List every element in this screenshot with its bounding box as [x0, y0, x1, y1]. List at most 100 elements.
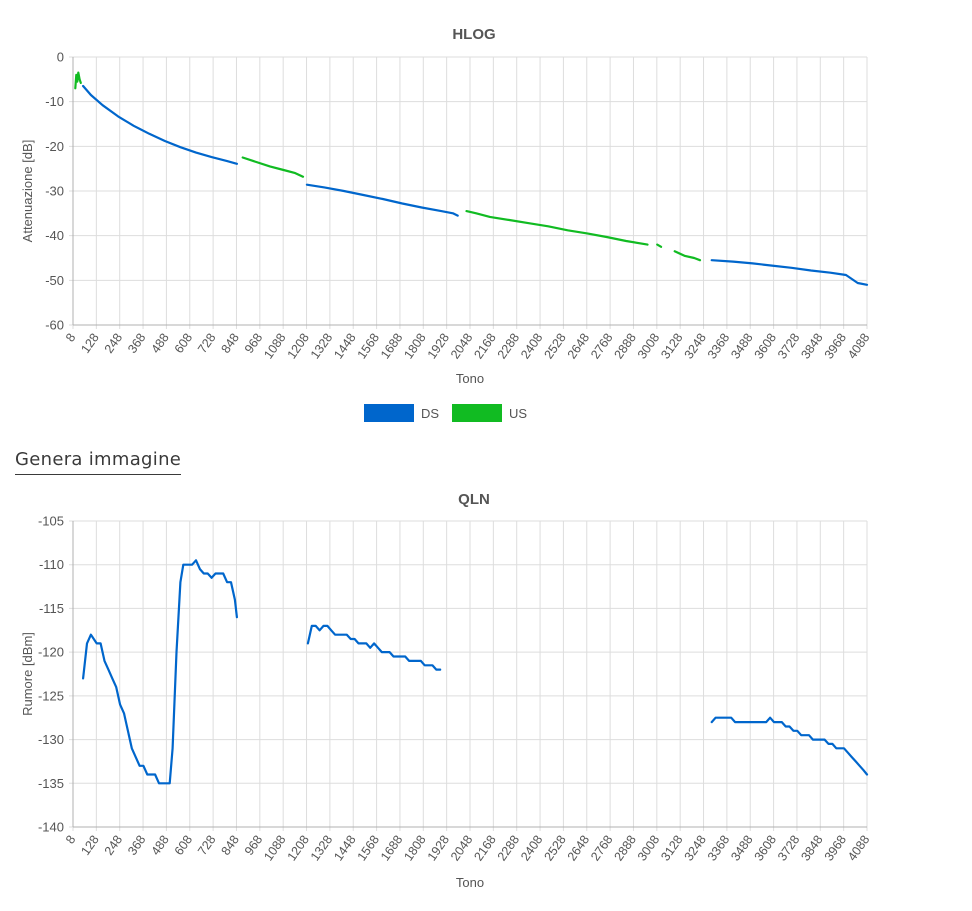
x-axis-label: Tono [456, 875, 484, 890]
x-tick-label: 248 [102, 833, 125, 858]
y-tick-label: -40 [45, 228, 64, 243]
x-tick-label: 488 [148, 833, 171, 858]
x-tick-label: 2768 [588, 331, 615, 362]
x-tick-label: 2528 [541, 331, 568, 362]
series-line-ds [710, 716, 869, 776]
legend-swatch [452, 404, 502, 422]
x-tick-label: 1448 [331, 331, 358, 362]
series-line-us [74, 71, 82, 90]
series-line-us [241, 156, 305, 178]
y-tick-label: -115 [39, 601, 64, 616]
x-tick-label: 8 [63, 331, 78, 345]
generate-image-link[interactable]: Genera immagine [15, 449, 182, 475]
x-tick-label: 3008 [635, 331, 662, 362]
x-tick-label: 3728 [775, 833, 802, 864]
y-tick-label: -105 [38, 514, 64, 529]
x-tick-label: 1568 [355, 331, 382, 362]
y-tick-label: -110 [39, 557, 64, 572]
x-tick-label: 2408 [518, 331, 545, 362]
series-line-us [465, 210, 649, 246]
x-tick-label: 3008 [635, 833, 662, 864]
x-axis-label: Tono [456, 371, 484, 386]
chart-title: QLN [458, 491, 490, 508]
x-tick-label: 2768 [588, 833, 615, 864]
chart-title: HLOG [452, 26, 495, 43]
chart-hlog: HLOG 0 -10 -20 -30 -40 -50 -608 128 248 368 488 608 7… [20, 26, 872, 422]
x-tick-label: 3968 [822, 331, 849, 362]
y-tick-label: -60 [45, 318, 64, 333]
x-tick-label: 848 [218, 833, 241, 858]
x-tick-label: 3248 [682, 833, 709, 864]
x-tick-label: 488 [148, 331, 171, 356]
y-tick-label: -30 [45, 184, 64, 199]
legend-label: DS [421, 406, 439, 421]
y-axis-label: Attenuazione [dB] [20, 140, 35, 243]
legend-swatch [364, 404, 414, 422]
x-tick-label: 1688 [378, 833, 405, 864]
y-tick-label: -50 [45, 273, 64, 288]
series-ds [82, 559, 869, 785]
x-tick-label: 4088 [845, 833, 872, 864]
series-line-ds [305, 183, 459, 217]
x-tick-label: 2648 [565, 833, 592, 864]
x-tick-label: 1808 [401, 833, 428, 864]
x-tick-label: 1208 [285, 833, 312, 864]
x-tick-label: 368 [125, 331, 148, 356]
x-tick-label: 3128 [658, 833, 685, 864]
y-tick-label: -140 [38, 820, 64, 835]
y-tick-label: 0 [57, 50, 64, 65]
x-tick-label: 1088 [261, 331, 288, 362]
series-line-us [673, 250, 702, 262]
series-line-ds [710, 259, 869, 286]
x-tick-label: 1208 [285, 331, 312, 362]
x-tick-label: 3728 [775, 331, 802, 362]
x-tick-label: 368 [125, 833, 148, 858]
x-tick-label: 1928 [425, 331, 452, 362]
series-line-ds [82, 559, 238, 785]
x-tick-label: 8 [63, 833, 78, 847]
x-tick-label: 1088 [261, 833, 288, 864]
x-tick-label: 848 [218, 331, 241, 356]
x-tick-label: 3968 [822, 833, 849, 864]
x-tick-label: 728 [195, 833, 218, 858]
x-tick-label: 1568 [355, 833, 382, 864]
legend: DS US [364, 404, 527, 422]
x-tick-label: 2288 [495, 331, 522, 362]
x-tick-label: 3848 [798, 833, 825, 864]
y-tick-label: -20 [45, 139, 64, 154]
y-tick-label: -10 [45, 94, 64, 109]
y-tick-label: -125 [38, 688, 64, 703]
series-ds [82, 84, 869, 286]
x-tick-label: 2288 [495, 833, 522, 864]
x-tick-label: 728 [195, 331, 218, 356]
y-axis-label: Rumore [dBm] [20, 632, 35, 716]
x-tick-label: 2528 [541, 833, 568, 864]
x-tick-label: 3128 [658, 331, 685, 362]
x-tick-label: 3248 [682, 331, 709, 362]
series-line-ds [82, 84, 238, 165]
x-tick-label: 3488 [728, 833, 755, 864]
x-tick-label: 3368 [705, 833, 732, 864]
x-tick-label: 1928 [425, 833, 452, 864]
x-tick-label: 608 [172, 331, 195, 356]
y-tick-label: -130 [38, 732, 64, 747]
series-line-us [656, 243, 663, 248]
x-tick-label: 2648 [565, 331, 592, 362]
x-tick-label: 1688 [378, 331, 405, 362]
x-tick-label: 3608 [752, 331, 779, 362]
x-tick-label: 248 [102, 331, 125, 356]
x-tick-label: 128 [78, 833, 101, 858]
x-tick-label: 4088 [845, 331, 872, 362]
x-tick-label: 608 [172, 833, 195, 858]
x-tick-label: 2168 [471, 833, 498, 864]
x-tick-label: 3848 [798, 331, 825, 362]
x-tick-label: 2888 [612, 331, 639, 362]
legend-label: US [509, 406, 527, 421]
series-line-ds [306, 624, 442, 671]
x-tick-label: 2048 [448, 833, 475, 864]
x-tick-label: 1328 [308, 833, 335, 864]
x-tick-label: 1448 [331, 833, 358, 864]
x-tick-label: 2888 [612, 833, 639, 864]
